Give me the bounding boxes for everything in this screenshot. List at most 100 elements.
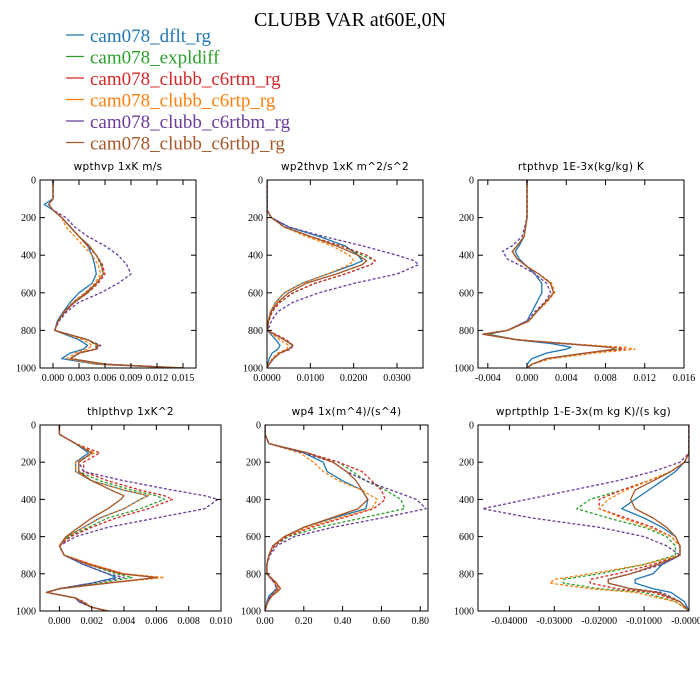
y-tick-label: 600 bbox=[248, 288, 263, 299]
y-tick-label: 1000 bbox=[241, 607, 261, 618]
y-tick-label: 800 bbox=[21, 326, 36, 337]
chart-panel-1: wpthvp 1xK m/s0.000 0.003 0.006 0.009 0.012 0… bbox=[16, 161, 197, 384]
panel-title: wp4 1x(m^4)/(s^4) bbox=[292, 406, 402, 418]
series-line-1 bbox=[267, 180, 363, 368]
series-line-2 bbox=[48, 180, 184, 368]
series-group bbox=[265, 425, 427, 611]
y-tick-label: 0 bbox=[256, 421, 261, 432]
plot-frame bbox=[477, 179, 685, 369]
panel-title: wp2thvp 1xK m^2/s^2 bbox=[281, 161, 409, 173]
x-tick-label: 0.60 bbox=[373, 616, 391, 627]
y-tick-label: 1000 bbox=[16, 607, 36, 618]
x-tick-label: 0.003 bbox=[68, 373, 91, 384]
x-tick-label: 0.006 bbox=[145, 616, 168, 627]
legend-entry: cam078_expldiff bbox=[90, 48, 220, 69]
series-line-6 bbox=[267, 180, 368, 368]
x-tick-label: 0.0000 bbox=[253, 373, 281, 384]
y-tick-label: 600 bbox=[21, 532, 36, 543]
legend-entry: cam078_clubb_c6rtm_rg bbox=[90, 69, 281, 90]
y-tick-label: 600 bbox=[459, 288, 474, 299]
y-tick-label: 200 bbox=[248, 213, 263, 224]
y-tick-label: 0 bbox=[31, 421, 36, 432]
x-tick-label: 0.004 bbox=[113, 616, 136, 627]
series-line-5 bbox=[267, 180, 420, 368]
y-tick-label: 800 bbox=[246, 569, 261, 580]
y-tick-label: 400 bbox=[21, 251, 36, 262]
series-line-4 bbox=[267, 180, 355, 368]
x-tick-label: 0.012 bbox=[634, 373, 657, 384]
series-line-3 bbox=[482, 180, 626, 368]
x-tick-label: 0.015 bbox=[172, 373, 195, 384]
chart-panel-4: thlpthvp 1xK^2 0.000 0.002 0.004 0.006 0.008 0… bbox=[16, 406, 232, 627]
y-tick-label: 0 bbox=[258, 176, 263, 187]
series-line-5 bbox=[265, 425, 427, 611]
panel-title: wprtpthlp 1-E-3x(m kg K)/(s kg) bbox=[496, 406, 671, 418]
x-tick-label: 0.010 bbox=[210, 616, 233, 627]
chart-panel-2: wp2thvp 1xK m^2/s^2 0.0000 0.0100 0.0200 0.0… bbox=[243, 161, 424, 384]
x-tick-label: -0.004 bbox=[475, 373, 501, 384]
legend-entry: cam078_clubb_c6rtbm_rg bbox=[90, 112, 291, 133]
series-line-1 bbox=[487, 180, 572, 368]
x-tick-label: 0.002 bbox=[80, 616, 103, 627]
y-tick-label: 600 bbox=[459, 532, 474, 543]
series-line-5 bbox=[481, 425, 689, 611]
x-tick-label: 0.0200 bbox=[340, 373, 368, 384]
y-tick-label: 600 bbox=[21, 288, 36, 299]
panel-title: rtpthvp 1E-3x(kg/kg) K bbox=[518, 161, 645, 173]
legend-entry: cam078_dflt_rg bbox=[90, 26, 212, 47]
plot-frame bbox=[266, 179, 424, 369]
series-line-3 bbox=[48, 180, 184, 368]
plot-frame bbox=[264, 424, 429, 612]
x-tick-label: 0.20 bbox=[295, 616, 313, 627]
series-line-4 bbox=[48, 180, 184, 368]
series-line-1 bbox=[621, 425, 689, 611]
y-tick-label: 200 bbox=[246, 458, 261, 469]
series-group bbox=[43, 180, 184, 368]
series-line-6 bbox=[48, 180, 184, 368]
x-tick-label: 0.012 bbox=[146, 373, 169, 384]
x-tick-label: 0.0300 bbox=[383, 373, 411, 384]
x-tick-label: 0.40 bbox=[334, 616, 352, 627]
series-line-5 bbox=[48, 180, 184, 368]
y-tick-label: 400 bbox=[459, 251, 474, 262]
chart-panel-3: rtpthvp 1E-3x(kg/kg) K -0.004 0.000 0.004 0.… bbox=[454, 161, 695, 384]
series-line-6 bbox=[482, 180, 616, 368]
y-tick-label: 1000 bbox=[243, 364, 263, 375]
series-line-2 bbox=[562, 425, 689, 611]
x-tick-label: -0.03000 bbox=[536, 616, 572, 627]
plot-frame bbox=[39, 424, 222, 612]
plot-frame bbox=[477, 424, 690, 612]
x-tick-label: 0.000 bbox=[48, 616, 71, 627]
y-tick-label: 1000 bbox=[16, 364, 36, 375]
figure-title: CLUBB VAR at60E,0N bbox=[254, 9, 446, 31]
x-tick-label: -0.04000 bbox=[492, 616, 528, 627]
series-group bbox=[267, 180, 420, 368]
series-group bbox=[482, 180, 636, 368]
x-tick-label: 0.000 bbox=[516, 373, 539, 384]
y-tick-label: 800 bbox=[459, 569, 474, 580]
chart-panel-6: wprtpthlp 1-E-3x(m kg K)/(s kg)-0.04000-… bbox=[454, 406, 700, 627]
panels: wpthvp 1xK m/s0.000 0.003 0.006 0.009 0.012 0… bbox=[16, 161, 700, 627]
chart-panel-5: wp4 1x(m^4)/(s^4) 0.00 0.20 0.40 0.60 0.80 0 20… bbox=[241, 406, 429, 627]
x-tick-label: 0.009 bbox=[120, 373, 143, 384]
series-line-3 bbox=[265, 425, 386, 611]
legend: cam078_dflt_rgcam078_expldiffcam078_club… bbox=[66, 26, 291, 155]
y-tick-label: 600 bbox=[246, 532, 261, 543]
series-group bbox=[45, 425, 219, 611]
x-tick-label: 0.00 bbox=[256, 616, 274, 627]
series-line-4 bbox=[265, 425, 379, 611]
series-line-6 bbox=[607, 425, 689, 611]
y-tick-label: 800 bbox=[248, 326, 263, 337]
series-line-5 bbox=[45, 425, 219, 611]
series-line-6 bbox=[265, 425, 369, 611]
series-line-4 bbox=[482, 180, 636, 368]
y-tick-label: 400 bbox=[248, 251, 263, 262]
x-tick-label: 0.004 bbox=[555, 373, 578, 384]
x-tick-label: -0.02000 bbox=[581, 616, 617, 627]
y-tick-label: 0 bbox=[31, 176, 36, 187]
series-line-5 bbox=[482, 180, 616, 368]
series-line-2 bbox=[487, 180, 621, 368]
x-tick-label: 0.006 bbox=[94, 373, 117, 384]
plot-frame bbox=[39, 179, 197, 369]
